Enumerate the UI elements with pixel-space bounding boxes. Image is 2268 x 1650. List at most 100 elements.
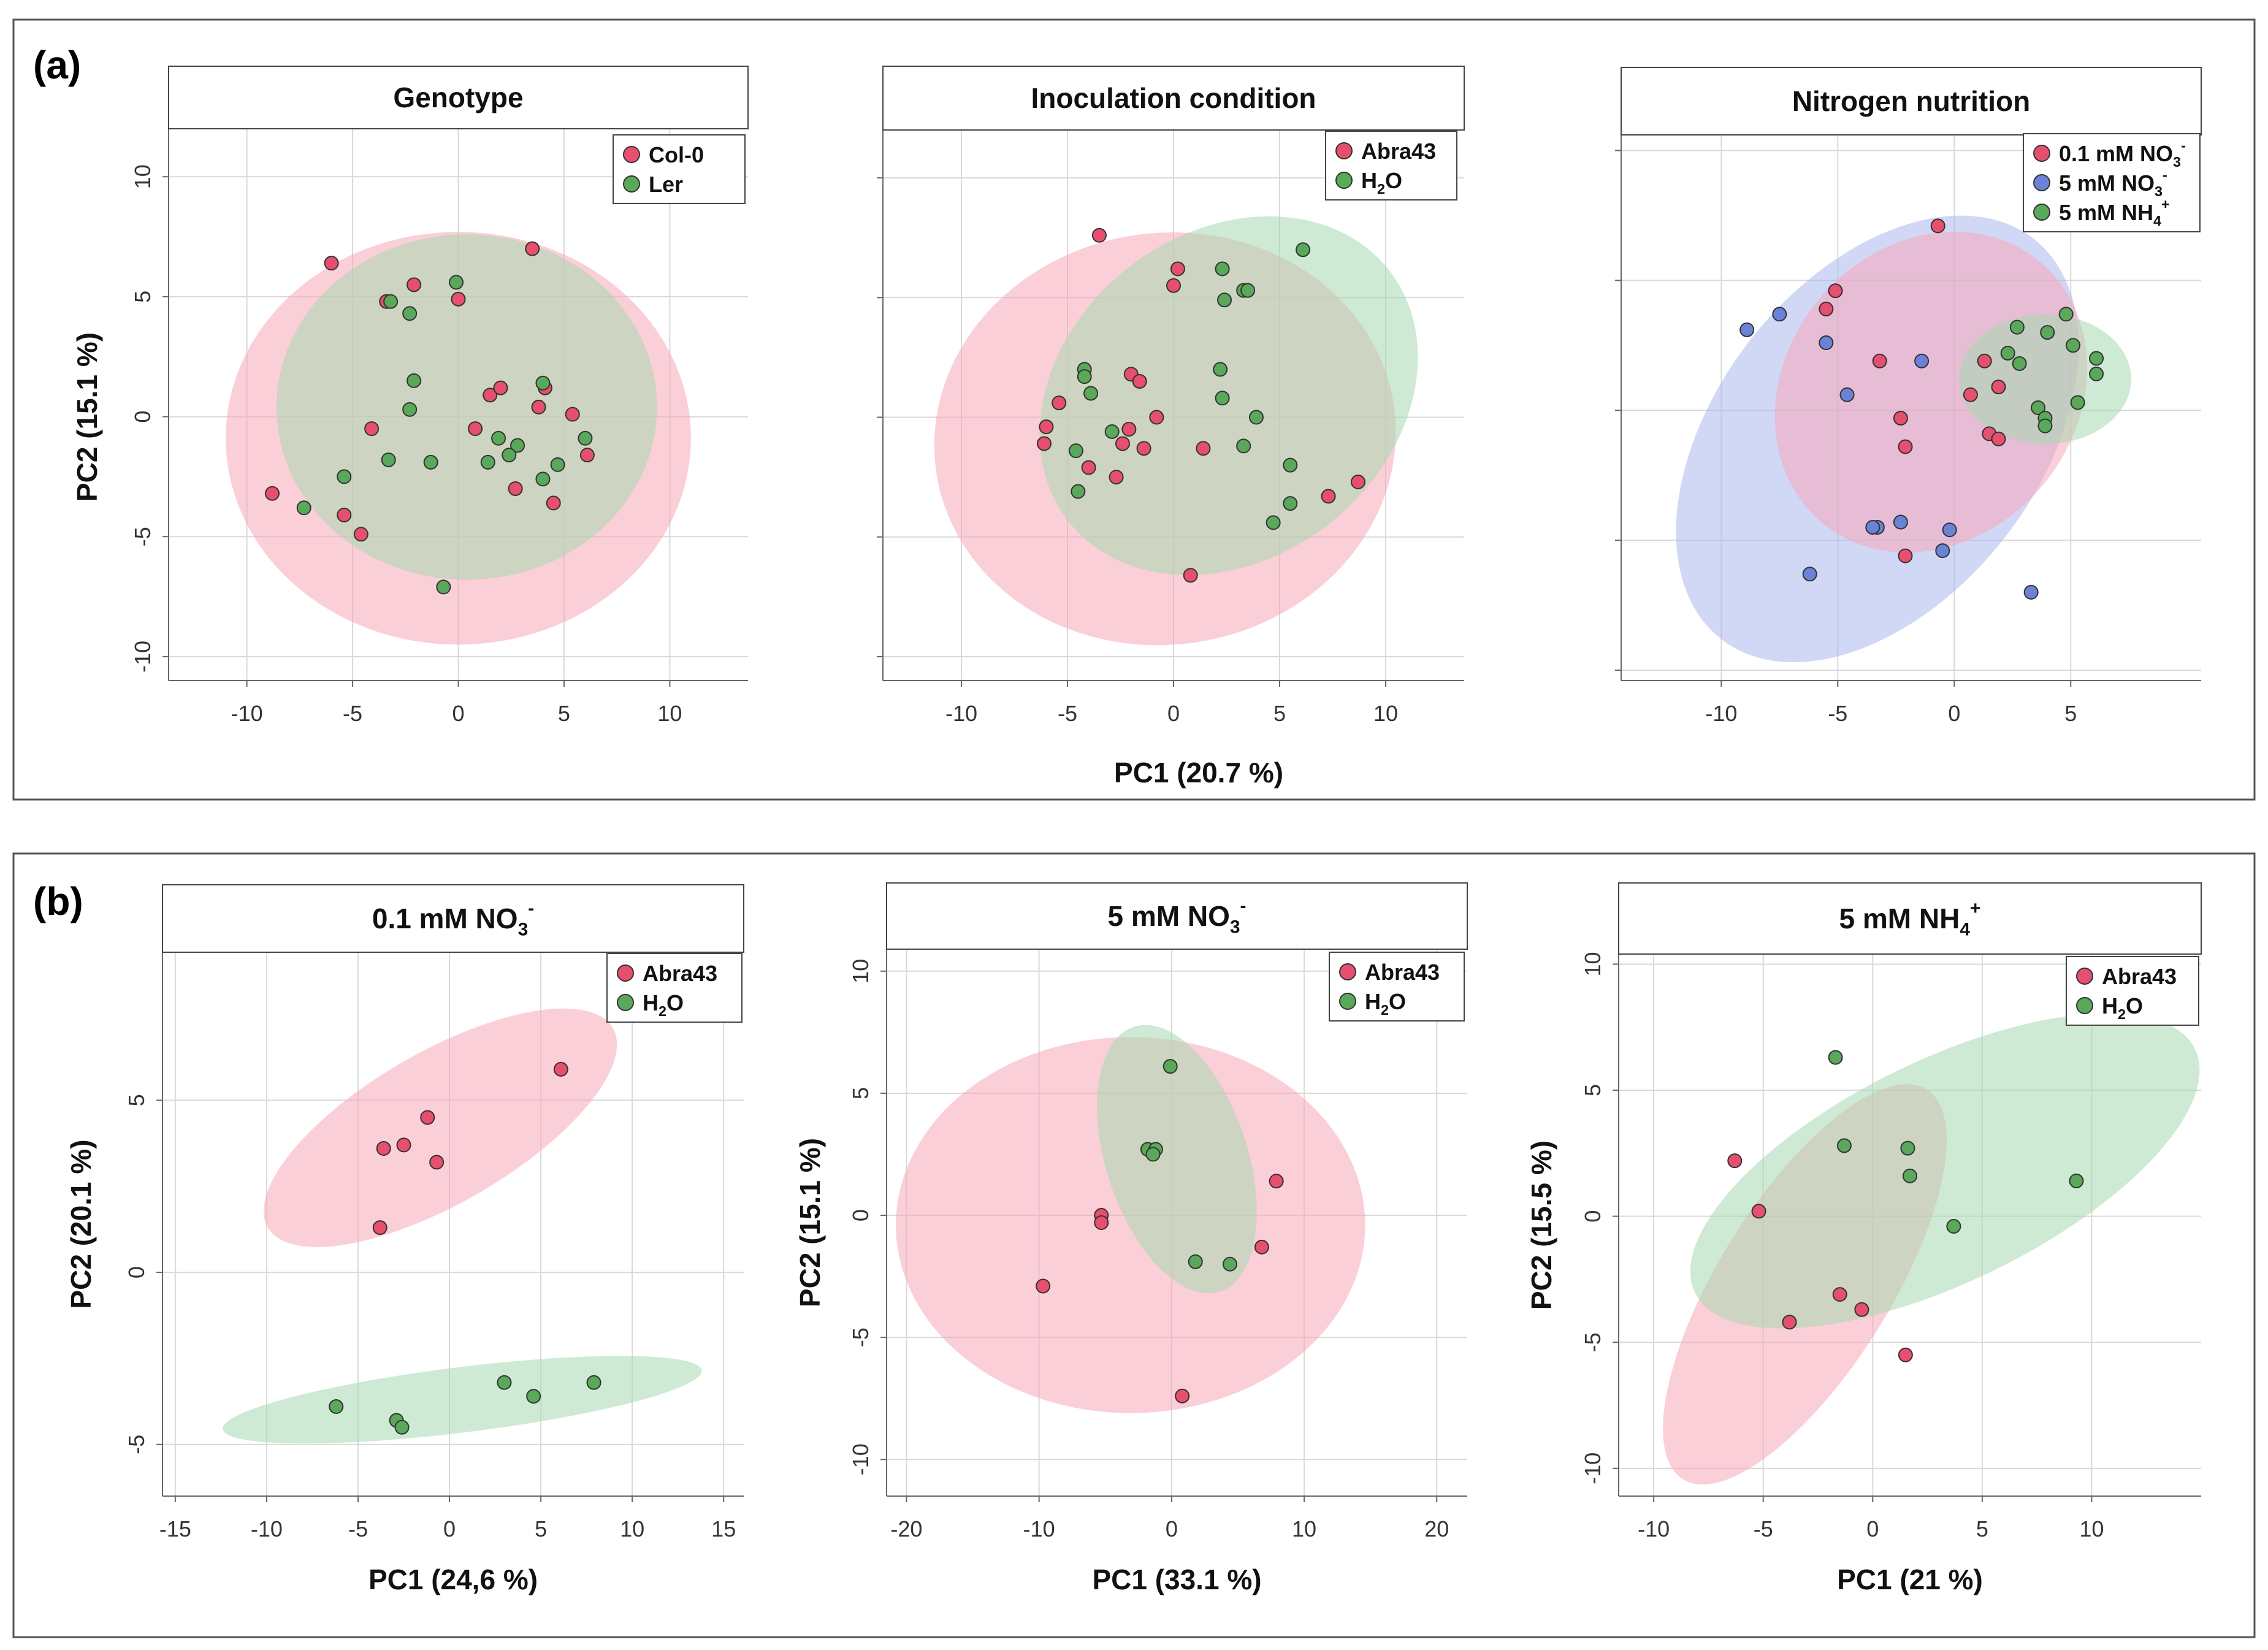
chart-title: Genotype	[393, 82, 523, 113]
data-point-green	[1836, 1138, 1852, 1153]
legend-label: Col-0	[649, 142, 704, 167]
x-axis-label: PC1 (33.1 %)	[1092, 1564, 1261, 1595]
chart-title: 0.1 mM NO3-	[372, 898, 534, 940]
data-point-pink	[429, 1155, 445, 1170]
legend-label: 5 mM NO3-	[2059, 167, 2167, 199]
legend-label: Abra43	[1361, 139, 1436, 164]
x-axis-label: PC1 (21 %)	[1837, 1564, 1983, 1595]
data-point-pink	[451, 291, 466, 307]
data-point-pink	[565, 407, 580, 422]
data-point-pink	[1036, 1278, 1051, 1294]
y-tick-label: -5	[1580, 1332, 1605, 1352]
legend-marker-green	[2033, 204, 2050, 221]
chart-inoculation-condition: -10 -5 0 5 10 Inoculation condition Abra43 H2O	[877, 66, 1465, 726]
legend: Abra43 H2O	[606, 953, 743, 1023]
legend-label: Abra43	[643, 961, 717, 986]
chart-title: 5 mM NH4+	[1839, 898, 1981, 940]
legend-label: 0.1 mM NO3-	[2059, 137, 2186, 170]
data-point-pink	[1132, 373, 1147, 389]
y-tick-label: -5	[130, 527, 155, 546]
data-point-pink	[1121, 422, 1137, 437]
x-tick-label: 5	[1273, 701, 1286, 726]
chart-title-box	[168, 66, 749, 129]
x-tick-label: 5	[535, 1516, 547, 1541]
legend-marker-blue	[2033, 174, 2050, 191]
data-point-green	[329, 1399, 344, 1415]
x-tick-label: -5	[343, 701, 362, 726]
data-point-green	[550, 457, 565, 472]
y-tick-label: -10	[130, 641, 155, 673]
data-point-green	[1296, 242, 1311, 258]
data-point-pink	[337, 508, 352, 522]
data-point-green	[2066, 338, 2081, 353]
data-point-green	[449, 275, 464, 290]
y-tick-label: -10	[1580, 1453, 1605, 1484]
confidence-ellipse-green	[276, 234, 657, 580]
x-tick-label: 0	[1948, 701, 1960, 726]
data-point-pink	[1963, 387, 1978, 402]
data-point-pink	[1930, 218, 1945, 234]
data-point-green	[535, 472, 551, 487]
legend-marker-green	[2076, 997, 2093, 1014]
y-tick-label: 5	[130, 291, 155, 303]
y-tick-label: 5	[1580, 1084, 1605, 1096]
data-point-green	[1188, 1254, 1203, 1269]
data-point-green	[586, 1375, 601, 1390]
legend-box	[2066, 956, 2199, 1026]
legend-box	[1329, 952, 1465, 1022]
data-point-pink	[1893, 410, 1908, 426]
x-tick-label: -5	[1754, 1516, 1773, 1541]
x-tick-label: -5	[348, 1516, 368, 1541]
panel-a-x-axis-label: PC1 (20.7 %)	[1114, 757, 1283, 789]
data-point-green	[502, 448, 517, 463]
legend-label: Abra43	[1365, 960, 1440, 985]
data-point-green	[2089, 351, 2104, 366]
data-point-pink	[353, 527, 368, 542]
y-tick-label: 0	[848, 1209, 873, 1221]
data-point-green	[402, 306, 418, 321]
x-tick-label: 0	[1167, 701, 1180, 726]
data-point-green	[526, 1389, 541, 1404]
y-tick-label: 5	[124, 1094, 149, 1106]
data-point-pink	[1991, 380, 2006, 395]
data-point-green	[2037, 418, 2053, 434]
data-point-green	[1215, 261, 1230, 277]
legend-marker-green	[623, 175, 640, 193]
y-tick-label: 10	[130, 164, 155, 189]
data-point-pink	[1782, 1315, 1797, 1330]
data-point-blue	[1739, 322, 1755, 337]
data-point-green	[1283, 496, 1298, 511]
legend-label: H2O	[2102, 993, 2143, 1022]
data-point-green	[407, 373, 422, 388]
data-point-pink	[1196, 441, 1211, 456]
chart-5mm-no3: -20 -10 0 10 20 -10 -5 0 5 10 5 mM NO3- PC1 (33.1 %…	[794, 882, 1468, 1595]
chart-title: Inoculation condition	[1031, 82, 1316, 114]
x-tick-label: -20	[890, 1516, 922, 1541]
legend-marker-pink	[1339, 963, 1356, 980]
data-point-blue	[1935, 543, 1950, 559]
data-point-green	[1283, 457, 1298, 473]
data-point-pink	[1991, 431, 2006, 446]
data-point-green	[1071, 484, 1086, 499]
data-point-pink	[493, 380, 508, 395]
data-point-green	[394, 1419, 410, 1435]
x-tick-label: 5	[1976, 1516, 1988, 1541]
data-point-pink	[1872, 353, 1887, 369]
panel-a-y-axis-label: PC2 (15.1 %)	[71, 332, 103, 502]
data-point-green	[423, 454, 438, 470]
data-point-green	[2040, 325, 2055, 340]
data-point-pink	[1751, 1204, 1766, 1219]
data-point-green	[497, 1375, 512, 1390]
chart-title-box	[886, 882, 1468, 950]
x-tick-label: 15	[711, 1516, 736, 1541]
data-point-green	[2058, 307, 2074, 322]
data-point-pink	[483, 388, 498, 403]
data-point-green	[2012, 356, 2027, 371]
y-axis-label: PC2 (15.1 %)	[794, 1138, 826, 1307]
legend-label: H2O	[643, 990, 684, 1019]
y-tick-label: -10	[848, 1443, 873, 1475]
data-point-green	[2089, 366, 2104, 381]
data-point-pink	[1094, 1215, 1109, 1230]
data-point-blue	[1914, 353, 1930, 369]
